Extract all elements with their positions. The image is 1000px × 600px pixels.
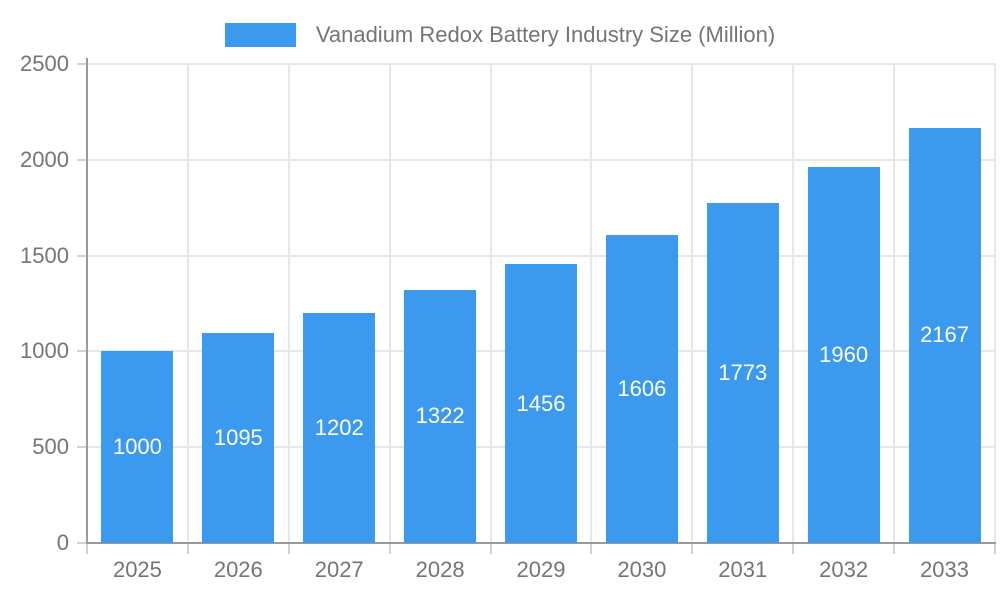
x-gridline [489,64,492,543]
bar [101,351,174,543]
y-tick [77,158,87,161]
x-gridline [691,64,694,543]
bar-value-label: 1322 [415,403,465,429]
x-tick-label: 2033 [920,557,970,582]
y-tick [77,350,87,353]
bar-value-label: 1606 [617,376,667,402]
x-tick-label: 2026 [213,557,263,582]
x-gridline [388,64,391,543]
y-tick-label: 2000 [20,146,69,172]
x-gridline [590,64,593,543]
bar-value-label: 1202 [314,414,364,440]
bar [303,312,376,543]
x-tick [388,544,391,554]
y-tick-label: 500 [32,434,69,460]
bar [505,264,577,543]
x-tick-label: 2031 [718,557,768,582]
x-tick-label: 2025 [112,557,162,582]
y-gridline [87,63,995,65]
x-tick [590,544,593,554]
bar-value-label: 2167 [920,322,970,348]
x-tick-label: 2030 [617,557,667,582]
chart-legend: Vanadium Redox Battery Industry Size (Mi… [0,22,1000,48]
x-tick-label: 2028 [415,557,465,582]
x-tick [186,544,189,554]
y-tick-label: 1500 [20,242,69,268]
x-tick [86,544,88,554]
x-gridline [186,64,189,543]
x-axis-line [86,542,996,544]
bar [706,203,779,543]
y-tick [77,254,87,257]
x-tick [994,544,996,554]
legend-label: Vanadium Redox Battery Industry Size (Mi… [315,22,776,47]
legend-item[interactable]: Vanadium Redox Battery Industry Size (Mi… [224,22,776,48]
legend-swatch [224,23,296,47]
x-gridline [994,64,996,543]
y-tick [77,446,87,449]
bar [202,333,275,543]
x-tick [287,544,290,554]
y-tick-label: 0 [56,530,69,555]
y-tick [77,63,87,65]
y-tick-label: 2500 [20,51,69,76]
x-gridline [287,64,290,543]
bar [908,127,981,543]
bar-value-label: 1960 [819,342,869,368]
y-gridline [87,254,995,257]
bar-value-label: 1000 [112,434,162,460]
y-gridline [87,158,995,161]
bar-value-label: 1095 [213,425,263,451]
bar [605,235,678,543]
x-tick-label: 2032 [819,557,869,582]
x-tick [792,544,795,554]
x-gridline [893,64,896,543]
x-tick [893,544,896,554]
bar-value-label: 1456 [516,390,566,416]
bar [404,289,477,543]
x-tick [691,544,694,554]
y-tick [77,542,87,544]
x-tick-label: 2027 [314,557,364,582]
bar [807,167,880,543]
x-tick-label: 2029 [516,557,566,582]
x-tick [489,544,492,554]
y-axis-line [86,58,88,545]
y-tick-label: 1000 [20,338,69,364]
x-gridline [792,64,795,543]
bar-value-label: 1773 [718,360,768,386]
